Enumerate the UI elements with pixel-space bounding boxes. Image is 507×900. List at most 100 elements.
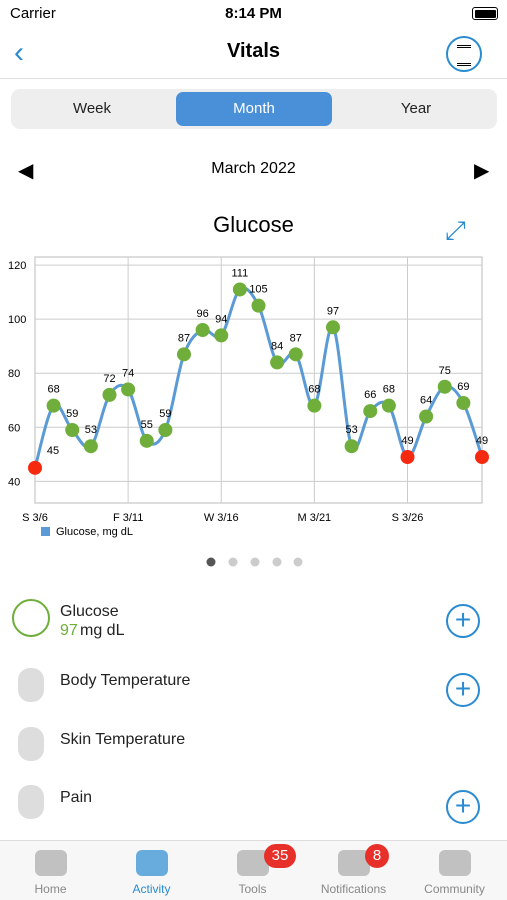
add-button[interactable]: + xyxy=(446,673,480,707)
page-dot xyxy=(206,557,216,567)
tab-icon xyxy=(136,850,168,876)
x-tick-label: M 3/21 xyxy=(298,512,332,524)
data-point xyxy=(158,423,173,438)
value-label: 53 xyxy=(85,424,97,436)
row-label: Body Temperature xyxy=(60,672,191,689)
value-label: 53 xyxy=(346,424,358,436)
value-label: 55 xyxy=(141,419,153,431)
tab-label[interactable]: Notifications xyxy=(320,882,387,896)
value-label: 96 xyxy=(197,308,209,320)
value-label: 68 xyxy=(48,384,60,396)
row-icon xyxy=(12,599,50,637)
value-label: 97 xyxy=(327,305,339,317)
page-dot xyxy=(293,557,303,567)
segment[interactable]: Week xyxy=(72,100,112,117)
legend-swatch xyxy=(41,527,50,536)
tab-icon xyxy=(338,850,370,876)
data-point xyxy=(437,379,452,394)
value-label: 75 xyxy=(439,365,451,377)
chart-title: Glucose xyxy=(213,212,294,237)
page-dot xyxy=(250,557,260,567)
data-point xyxy=(419,409,434,424)
data-point xyxy=(381,398,396,413)
value-label: 64 xyxy=(420,394,432,406)
legend-label: Glucose, mg dL xyxy=(56,526,133,538)
value-label: 49 xyxy=(401,435,413,447)
value-label: 87 xyxy=(178,332,190,344)
page-dot xyxy=(228,557,238,567)
data-point xyxy=(232,282,247,297)
value-label: 49 xyxy=(476,435,488,447)
value-label: 69 xyxy=(457,381,469,393)
add-button[interactable]: + xyxy=(446,604,480,638)
divider xyxy=(0,78,507,79)
value-label: 59 xyxy=(66,408,78,420)
value-label: 68 xyxy=(383,384,395,396)
tab-badge: 8 xyxy=(365,844,389,868)
prev-button[interactable]: ◀ xyxy=(18,160,34,182)
value-label: 72 xyxy=(103,373,115,385)
y-tick-label: 80 xyxy=(8,368,20,380)
tab-label[interactable]: Activity xyxy=(132,882,171,896)
row-label: Skin Temperature xyxy=(60,731,186,748)
segment[interactable]: Year xyxy=(400,100,432,117)
row-icon xyxy=(18,668,44,702)
tab-label[interactable]: Home xyxy=(34,882,67,896)
menu-button[interactable] xyxy=(446,36,482,72)
y-tick-label: 120 xyxy=(8,260,26,272)
data-point xyxy=(344,439,359,454)
data-point xyxy=(139,433,154,448)
plot-frame xyxy=(34,256,483,504)
value-label: 105 xyxy=(249,284,267,296)
data-point xyxy=(307,398,322,413)
row-unit: mg dL xyxy=(80,622,125,639)
value-label: 59 xyxy=(159,408,171,420)
y-tick-label: 100 xyxy=(8,314,26,326)
tab-badge: 35 xyxy=(264,844,296,868)
value-label: 68 xyxy=(308,384,320,396)
tab-icon xyxy=(439,850,471,876)
y-tick-label: 40 xyxy=(8,476,20,488)
value-label: 111 xyxy=(232,267,249,279)
row-icon xyxy=(18,785,44,819)
data-point xyxy=(363,404,378,419)
row-label: Pain xyxy=(60,789,93,806)
period: March 2022 xyxy=(211,160,296,177)
carrier: Carrier xyxy=(10,5,56,22)
data-point xyxy=(83,439,98,454)
tab-label[interactable]: Tools xyxy=(238,882,267,896)
clock: 8:14 PM xyxy=(225,5,282,22)
data-point xyxy=(28,460,42,475)
value-label: 45 xyxy=(47,445,59,457)
segment[interactable]: Month xyxy=(176,92,332,126)
expand-button[interactable]: ⤢ xyxy=(445,215,466,245)
data-point xyxy=(288,347,303,362)
data-point xyxy=(270,355,285,370)
data-point xyxy=(475,450,489,465)
y-tick-label: 60 xyxy=(8,422,20,434)
x-tick-label: F 3/11 xyxy=(113,512,143,524)
add-button[interactable]: + xyxy=(446,790,480,824)
data-point xyxy=(400,450,415,465)
battery xyxy=(472,7,498,20)
data-point xyxy=(65,423,80,438)
data-point xyxy=(326,320,340,335)
tab-label[interactable]: Community xyxy=(424,882,485,896)
data-point xyxy=(46,398,61,413)
row-label: Glucose xyxy=(60,603,119,620)
data-point xyxy=(214,328,229,343)
value-label: 74 xyxy=(122,367,134,379)
chart: 40 60 80 100 120 S 3/6 F 3/11 W 3/16 M 3/21 S 3/2… xyxy=(8,256,489,567)
data-point xyxy=(195,322,210,337)
nav-title: Vitals xyxy=(227,40,280,62)
x-tick-label: W 3/16 xyxy=(204,512,239,524)
next-button[interactable]: ▶ xyxy=(474,160,490,182)
data-point xyxy=(456,395,471,410)
x-tick-label: S 3/6 xyxy=(22,512,48,524)
value-label: 66 xyxy=(364,389,376,401)
back-button[interactable]: ‹ xyxy=(14,36,24,69)
data-point xyxy=(177,347,191,362)
data-point xyxy=(121,382,136,397)
value-label: 84 xyxy=(271,340,283,352)
